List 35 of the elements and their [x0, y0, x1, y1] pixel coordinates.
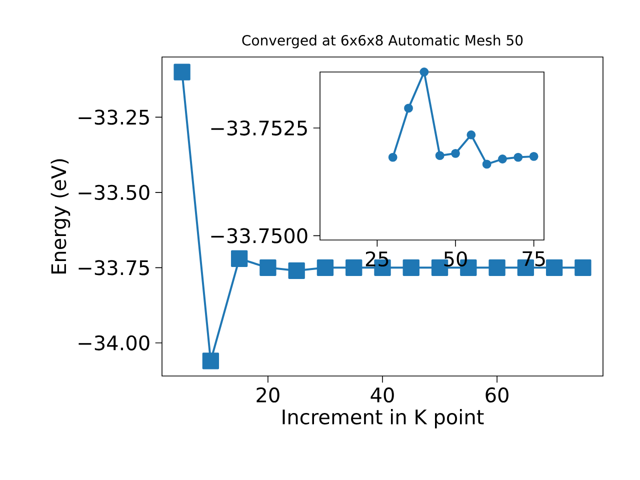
- point: [288, 262, 305, 280]
- point: [260, 259, 276, 276]
- point: [230, 250, 248, 267]
- point: [466, 130, 476, 140]
- y-axis-title: Energy (eV): [50, 159, 70, 274]
- chart-title: Converged at 6x6x8 Automatic Mesh 50: [242, 34, 523, 48]
- point: [498, 154, 507, 164]
- point: [402, 259, 420, 276]
- point: [529, 152, 538, 161]
- x-tick-label: 75: [522, 251, 545, 266]
- point: [346, 259, 362, 276]
- point: [488, 259, 506, 276]
- point: [202, 352, 220, 370]
- point: [514, 152, 523, 162]
- y-tick-label: −33.7500: [211, 228, 308, 244]
- x-tick-label: 20: [256, 387, 280, 403]
- x-tick-label: 50: [444, 251, 467, 266]
- y-tick-label: −33.7525: [211, 120, 307, 136]
- point: [482, 160, 492, 169]
- point: [574, 259, 592, 276]
- x-tick-label: 40: [370, 387, 394, 403]
- point: [546, 259, 563, 276]
- y-tick-label: −33.50: [78, 184, 150, 200]
- y-tick-label: −33.25: [78, 110, 149, 125]
- point: [174, 64, 190, 80]
- point: [420, 68, 429, 76]
- point: [451, 148, 460, 158]
- y-tick-label: −34.00: [78, 335, 150, 350]
- point: [435, 151, 444, 160]
- x-axis-title: Increment in K point: [282, 409, 484, 428]
- point: [388, 152, 398, 162]
- point: [404, 104, 413, 113]
- point: [316, 259, 334, 276]
- y-tick-label: −33.75: [78, 260, 149, 276]
- x-tick-label: 60: [486, 387, 508, 403]
